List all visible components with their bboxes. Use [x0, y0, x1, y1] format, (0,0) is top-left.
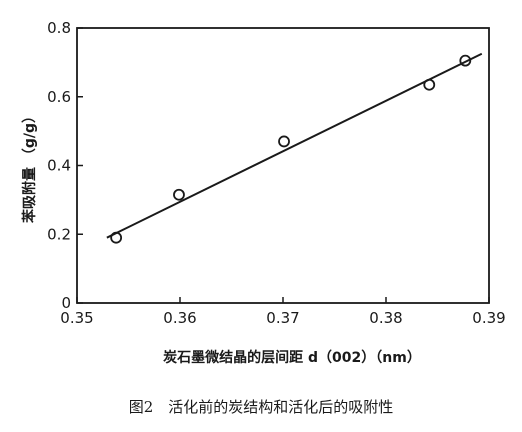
x-tick-label: 0.38: [369, 309, 402, 327]
data-point: [110, 231, 123, 244]
x-axis-title: 炭石墨微结晶的层间距 d（002）（nm）: [163, 349, 421, 366]
x-tick-label: 0.39: [472, 309, 505, 327]
y-axis-title: 苯吸附量 （g/g）: [21, 109, 38, 224]
data-point: [423, 78, 436, 91]
x-tick-label: 0.36: [163, 309, 196, 327]
y-tick-label: 0: [61, 294, 71, 312]
x-tick-label: 0.35: [60, 309, 93, 327]
axis-ticks: [76, 27, 490, 304]
fit-line: [106, 52, 483, 239]
y-tick-label: 0.8: [47, 19, 71, 37]
data-point: [173, 188, 185, 201]
y-tick-label: 0.6: [47, 88, 71, 106]
data-point: [278, 135, 290, 148]
plot-frame: [76, 27, 490, 304]
axis-tick-labels: 0.35 0.36 0.37 0.38 0.39 0 0.2 0.4 0.6 0.8: [47, 19, 506, 327]
data-points: [110, 54, 472, 244]
data-point: [459, 54, 472, 67]
figure-caption: 图2 活化前的炭结构和活化后的吸附性: [128, 398, 394, 416]
x-tick-label: 0.37: [266, 309, 299, 327]
y-tick-label: 0.4: [47, 157, 71, 175]
y-tick-label: 0.2: [47, 225, 71, 243]
